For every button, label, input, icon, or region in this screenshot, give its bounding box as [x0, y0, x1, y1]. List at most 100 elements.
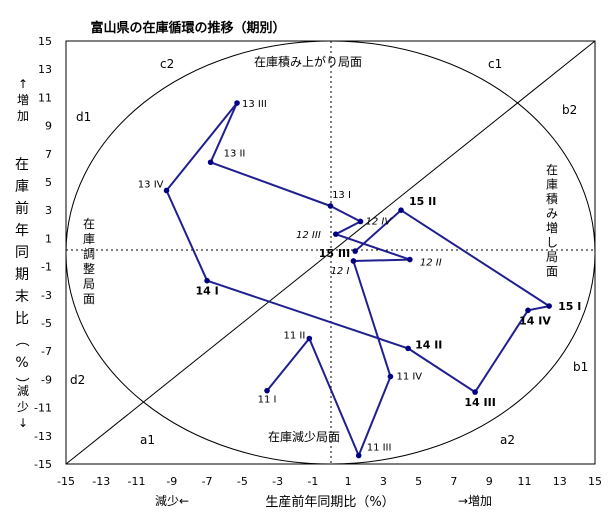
data-point-marker	[405, 345, 411, 352]
corner-label-a2: a2	[500, 433, 515, 447]
y-tick-label: 13	[38, 63, 52, 76]
data-point-marker	[398, 207, 404, 213]
data-point-marker	[546, 303, 552, 309]
corner-label-b2: b2	[562, 103, 577, 117]
data-point-label: 12 II	[420, 258, 442, 269]
region-label-right-char: 庫	[546, 178, 558, 192]
y-decrease-note-char: 少	[17, 400, 29, 414]
y-tick-label: -1	[41, 261, 52, 274]
region-label-left-char: 在	[83, 217, 95, 231]
x-tick-label: -7	[202, 475, 213, 488]
y-tick-label: 15	[38, 35, 52, 48]
x-tick-label: 15	[588, 475, 602, 488]
region-label-right-char: み	[546, 207, 558, 221]
corner-label-b1: b1	[573, 360, 588, 374]
y-axis-label-char: 末	[15, 289, 29, 305]
region-label-left-char: 局	[83, 277, 95, 291]
data-point-marker	[355, 452, 362, 459]
data-point-marker	[327, 203, 334, 209]
y-decrease-note-char: 減	[17, 383, 29, 398]
y-increase-note: ↑ 増加	[17, 77, 29, 123]
x-tick-label: 5	[415, 475, 422, 488]
data-point-marker	[234, 100, 240, 106]
region-label-right-char: し	[546, 236, 558, 250]
y-tick-label: 11	[38, 91, 52, 104]
y-tick-labels: 15 13 11 9 7 5 3 1 -1 -3 -5 -7 -9 -11 -13 -15	[34, 35, 52, 471]
x-tick-label: 7	[450, 475, 457, 488]
y-tick-label: 5	[45, 176, 52, 189]
y-tick-label: 1	[45, 232, 52, 245]
y-tick-label: -5	[41, 317, 52, 330]
data-point-label: 12 III	[296, 230, 321, 241]
x-tick-label: -13	[92, 475, 110, 488]
y-increase-note-char: 加	[17, 109, 29, 123]
y-axis-label-char: 在	[15, 157, 29, 173]
data-point-label: 15 II	[409, 195, 436, 208]
x-axis-label: 生産前年同期比（%）	[265, 494, 394, 510]
corner-label-a1: a1	[140, 433, 155, 447]
region-label-right-char: 局	[546, 250, 558, 264]
y-tick-label: -13	[34, 430, 52, 443]
y-decrease-note: 減少 ↓	[17, 383, 29, 430]
region-label-left-char: 整	[83, 261, 95, 276]
region-label-right-char: 増	[546, 221, 558, 235]
y-axis-label-char: %	[15, 355, 28, 371]
y-increase-note-char: 増	[17, 93, 29, 107]
region-label-right-char: 在	[546, 163, 558, 177]
region-label-right-char: 面	[546, 265, 558, 279]
data-point-marker	[332, 231, 339, 237]
y-axis-label-char: 比	[15, 311, 29, 327]
y-increase-note-char: ↑	[18, 77, 28, 91]
y-axis-label-char: 庫	[15, 178, 29, 195]
y-tick-label: 3	[45, 204, 52, 217]
y-axis-label-char: 期	[15, 267, 29, 283]
data-point-label: 15 I	[558, 300, 581, 313]
y-axis-label-char: 前	[15, 200, 29, 217]
x-tick-label: 11	[517, 475, 531, 488]
region-label-left-char: 調	[83, 247, 95, 261]
data-point-label: 12 IV	[365, 216, 392, 227]
data-point-label: 13 I	[332, 190, 351, 201]
y-decrease-note-char: ↓	[18, 416, 28, 430]
y-axis-label-char: ）	[13, 377, 29, 391]
x-tick-label: -15	[57, 475, 75, 488]
data-point-marker	[407, 256, 413, 263]
region-label-left-char: 庫	[83, 232, 95, 246]
y-tick-label: 7	[45, 148, 52, 161]
x-tick-label: 9	[486, 475, 493, 488]
y-tick-label: 9	[45, 120, 52, 133]
data-point-label: 14 IV	[519, 314, 551, 327]
x-tick-label: -5	[237, 475, 248, 488]
region-label-top: 在庫積み上がり局面	[254, 54, 362, 69]
region-label-bottom: 在庫減少局面	[268, 429, 340, 444]
region-label-right-char: 積	[546, 191, 558, 206]
data-point-label: 11 II	[284, 331, 306, 342]
corner-label-d2: d2	[70, 373, 85, 387]
x-decrease-note: 減少←	[155, 493, 189, 508]
data-point-label: 14 I	[195, 285, 218, 298]
data-point-marker	[264, 387, 270, 394]
x-tick-label: -11	[128, 475, 146, 488]
data-point-marker	[204, 277, 210, 284]
data-point-label: 15 III	[319, 247, 350, 260]
x-tick-label: -9	[166, 475, 177, 488]
data-point-marker	[387, 373, 394, 380]
data-point-marker	[352, 248, 358, 254]
chart-title: 富山県の在庫循環の推移（期別）	[90, 20, 285, 36]
corner-label-c2: c2	[160, 57, 174, 71]
corner-label-d1: d1	[76, 110, 91, 124]
y-axis-label-char: 年	[15, 223, 29, 239]
data-point-marker	[207, 159, 214, 166]
data-point-label: 13 III	[242, 99, 267, 110]
data-point-label: 11 IV	[396, 372, 422, 383]
data-point-label: 11 I	[258, 395, 277, 406]
x-tick-labels: -15 -13 -11 -9 -7 -5 -3 -1 1 3 5 7 9 11 13 15	[57, 475, 602, 488]
data-point-label: 13 II	[224, 148, 246, 159]
x-tick-label: -1	[307, 475, 318, 488]
data-point-label: 13 IV	[138, 179, 164, 190]
